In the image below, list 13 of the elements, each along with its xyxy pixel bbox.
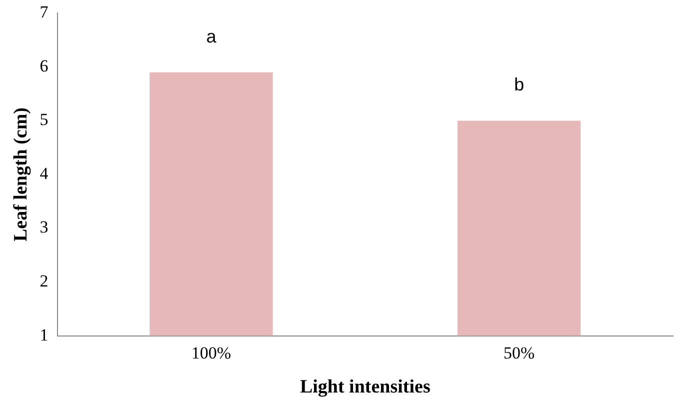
y-tick-label: 4 [40, 164, 49, 183]
y-tick-label: 3 [40, 218, 48, 237]
y-tick-label: 7 [40, 2, 49, 22]
y-axis-title: Leaf length (cm) [10, 107, 32, 242]
y-tick-label: 2 [40, 272, 48, 290]
x-tick-label: 100% [191, 343, 232, 362]
y-tick-label: 6 [40, 56, 48, 76]
annotation: b [514, 74, 524, 95]
x-tick-label: 50% [503, 343, 535, 362]
y-tick-label: 5 [40, 110, 48, 130]
x-axis-title: Light intensities [300, 376, 430, 398]
annotation: a [206, 26, 218, 46]
y-tick-label: 1 [40, 325, 48, 344]
